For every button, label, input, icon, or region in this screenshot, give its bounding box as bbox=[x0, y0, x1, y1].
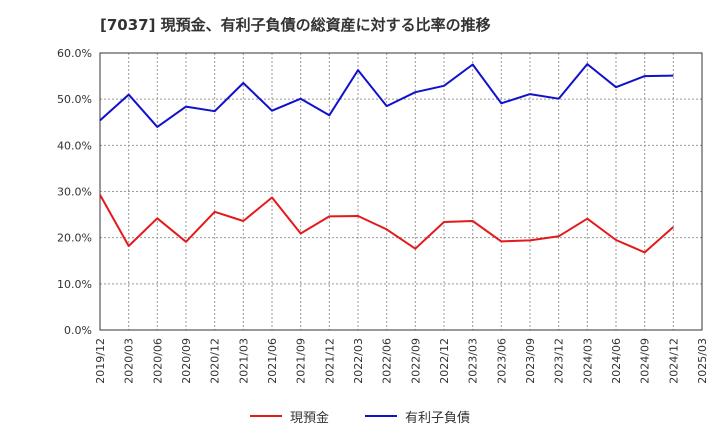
legend-label-cash: 現預金 bbox=[289, 410, 329, 426]
x-tick-label: 2022/09 bbox=[409, 338, 422, 384]
data-point-debt bbox=[556, 96, 561, 101]
data-point-debt bbox=[470, 62, 475, 67]
y-tick-label: 20.0% bbox=[57, 232, 92, 245]
x-tick-label: 2024/12 bbox=[667, 338, 680, 384]
data-point-cash bbox=[126, 243, 131, 248]
x-tick-label: 2021/09 bbox=[295, 338, 308, 384]
data-point-debt bbox=[356, 68, 361, 73]
y-tick-label: 30.0% bbox=[57, 186, 92, 199]
legend-swatch-cash bbox=[249, 415, 282, 417]
series-line-debt bbox=[99, 63, 674, 128]
series-lines bbox=[98, 62, 676, 255]
data-point-cash bbox=[212, 209, 217, 214]
data-point-cash bbox=[356, 213, 361, 218]
data-point-cash bbox=[155, 216, 160, 221]
x-tick-label: 2023/12 bbox=[553, 338, 566, 384]
y-tick-label: 0.0% bbox=[64, 324, 92, 337]
x-tick-label: 2022/12 bbox=[438, 338, 451, 384]
data-point-debt bbox=[270, 108, 275, 113]
data-point-debt bbox=[155, 124, 160, 129]
x-tick-label: 2020/12 bbox=[209, 338, 222, 384]
legend: 現預金 有利子負債 bbox=[0, 404, 720, 428]
x-tick-label: 2023/09 bbox=[524, 338, 537, 384]
data-point-debt bbox=[241, 81, 246, 86]
data-point-cash bbox=[556, 234, 561, 239]
x-tick-label: 2025/03 bbox=[696, 338, 709, 384]
x-tick-label: 2020/03 bbox=[123, 338, 136, 384]
x-tick-label: 2021/03 bbox=[237, 338, 250, 384]
data-point-cash bbox=[585, 216, 590, 221]
x-tick-label: 2021/12 bbox=[323, 338, 336, 384]
data-point-cash bbox=[241, 219, 246, 224]
data-point-debt bbox=[327, 113, 332, 118]
x-tick-label: 2024/03 bbox=[581, 338, 594, 384]
data-point-cash bbox=[98, 192, 103, 197]
data-point-cash bbox=[413, 246, 418, 251]
legend-item-debt[interactable]: 有利子負債 bbox=[365, 407, 470, 426]
data-point-cash bbox=[327, 214, 332, 219]
x-axis-ticks: 2019/12 2020/03 2020/06 2020/09 2020/12 2021/… bbox=[94, 338, 709, 384]
data-point-debt bbox=[184, 104, 189, 109]
data-point-cash bbox=[499, 239, 504, 244]
series-line-cash bbox=[99, 194, 674, 254]
x-tick-label: 2022/06 bbox=[381, 338, 394, 384]
chart-title: [7037] 現預金、有利子負債の総資産に対する比率の推移 bbox=[100, 16, 491, 34]
data-point-cash bbox=[642, 250, 647, 255]
grid bbox=[100, 52, 703, 330]
x-tick-label: 2021/06 bbox=[266, 338, 279, 384]
data-point-cash bbox=[184, 239, 189, 244]
data-point-debt bbox=[212, 109, 217, 114]
y-tick-label: 10.0% bbox=[57, 278, 92, 291]
data-point-cash bbox=[270, 195, 275, 200]
x-tick-label: 2022/03 bbox=[352, 338, 365, 384]
y-tick-label: 50.0% bbox=[57, 93, 92, 106]
data-point-cash bbox=[298, 231, 303, 236]
data-point-cash bbox=[470, 219, 475, 224]
data-point-cash bbox=[671, 225, 676, 230]
line-chart: 0.0% 10.0% 20.0% 30.0% 40.0% 50.0% 60.0% 2019/… bbox=[57, 47, 709, 384]
y-tick-label: 40.0% bbox=[57, 139, 92, 152]
y-axis-ticks: 0.0% 10.0% 20.0% 30.0% 40.0% 50.0% 60.0% bbox=[57, 47, 92, 337]
data-point-debt bbox=[442, 83, 447, 88]
data-point-debt bbox=[614, 85, 619, 90]
data-point-debt bbox=[642, 74, 647, 79]
data-point-cash bbox=[442, 219, 447, 224]
data-point-debt bbox=[126, 92, 131, 97]
plot-frame bbox=[99, 52, 703, 331]
x-tick-label: 2020/09 bbox=[180, 338, 193, 384]
data-point-cash bbox=[384, 227, 389, 232]
x-tick-label: 2019/12 bbox=[94, 338, 107, 384]
data-point-debt bbox=[585, 62, 590, 67]
legend-swatch-debt bbox=[365, 415, 397, 417]
data-point-cash bbox=[528, 238, 533, 243]
data-point-debt bbox=[298, 96, 303, 101]
data-point-debt bbox=[384, 104, 389, 109]
legend-label-debt: 有利子負債 bbox=[405, 410, 471, 426]
axes bbox=[99, 52, 703, 331]
data-point-debt bbox=[413, 90, 418, 95]
x-tick-label: 2024/06 bbox=[610, 338, 623, 384]
data-point-debt bbox=[98, 118, 103, 123]
x-tick-label: 2023/03 bbox=[467, 338, 480, 384]
data-point-debt bbox=[671, 73, 676, 78]
y-tick-label: 60.0% bbox=[57, 47, 92, 60]
data-point-debt bbox=[528, 92, 533, 97]
data-point-debt bbox=[499, 101, 504, 106]
x-tick-label: 2023/06 bbox=[495, 338, 508, 384]
data-point-cash bbox=[614, 237, 619, 242]
x-tick-label: 2020/06 bbox=[151, 338, 164, 384]
legend-item-cash[interactable]: 現預金 bbox=[249, 407, 329, 426]
x-tick-label: 2024/09 bbox=[639, 338, 652, 384]
